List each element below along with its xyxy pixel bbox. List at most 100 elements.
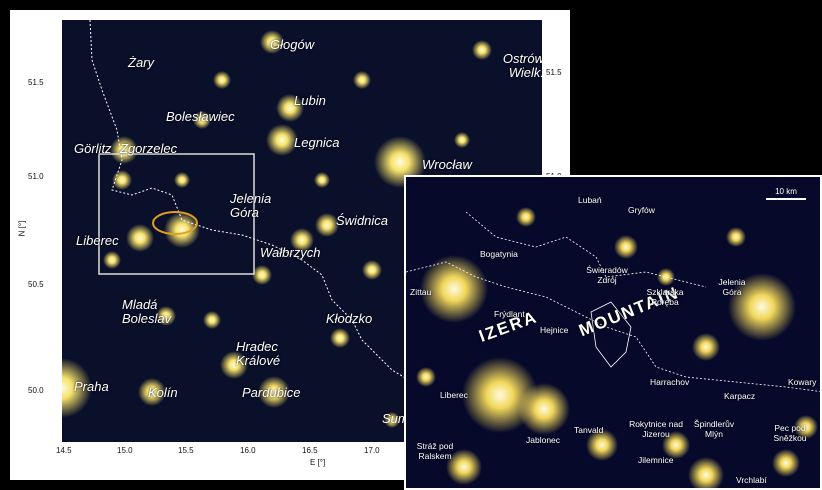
place-label: Harrachov bbox=[650, 377, 690, 387]
light-glow bbox=[472, 40, 492, 60]
izera-ellipse bbox=[152, 211, 198, 235]
city-label: Wałbrzych bbox=[260, 245, 321, 260]
place-label: Lubań bbox=[578, 195, 602, 205]
city-label: Sum bbox=[382, 411, 409, 426]
scale-bar: 10 km bbox=[766, 187, 806, 200]
x-tick: 16.0 bbox=[240, 446, 256, 455]
y-tick: 51.0 bbox=[28, 172, 44, 181]
place-label: Kowary bbox=[788, 377, 817, 387]
place-label: Hejnice bbox=[540, 325, 569, 335]
light-glow bbox=[252, 265, 272, 285]
light-glow bbox=[276, 94, 304, 122]
light-glow bbox=[156, 306, 176, 326]
city-label: Legnica bbox=[294, 135, 340, 150]
city-label: Kłodzko bbox=[326, 311, 373, 326]
place-label: Szklarska Poręba bbox=[646, 287, 684, 307]
inset-map: 10 km IZERA MOUNTAIN Lubań Gryfów Bogaty… bbox=[404, 175, 822, 490]
light-glow bbox=[516, 207, 536, 227]
place-label: Vrchlabí bbox=[736, 475, 767, 485]
city-label: Zgorzelec bbox=[120, 141, 178, 156]
x-tick: 17.0 bbox=[364, 446, 380, 455]
light-glow bbox=[446, 449, 482, 485]
light-glow bbox=[290, 228, 314, 252]
city-label: Bolesławiec bbox=[166, 109, 235, 124]
light-glow bbox=[353, 71, 371, 89]
place-label: Tanvald bbox=[574, 425, 604, 435]
city-label: Görlitz bbox=[74, 141, 112, 156]
city-label: Jelenia Góra bbox=[230, 191, 272, 220]
place-label: Zittau bbox=[410, 287, 432, 297]
light-glow bbox=[330, 328, 350, 348]
light-glow bbox=[203, 311, 221, 329]
light-glow bbox=[692, 333, 720, 361]
city-label: Hradec Králové bbox=[236, 339, 281, 368]
light-glow bbox=[420, 255, 488, 323]
light-glow bbox=[164, 212, 200, 248]
place-label: Gryfów bbox=[628, 205, 655, 215]
light-glow bbox=[220, 351, 248, 379]
city-label: Żary bbox=[128, 55, 154, 70]
y-tick: 50.0 bbox=[28, 386, 44, 395]
light-glow bbox=[614, 235, 638, 259]
light-glow bbox=[138, 378, 166, 406]
light-glow bbox=[213, 71, 231, 89]
city-label: Lubin bbox=[294, 93, 326, 108]
light-glow bbox=[586, 429, 618, 461]
city-label: Liberec bbox=[76, 233, 119, 248]
light-glow bbox=[794, 415, 818, 439]
x-tick: 15.0 bbox=[117, 446, 133, 455]
place-label: Pec pod Sněžkou bbox=[773, 423, 807, 443]
city-label: Praha bbox=[74, 379, 109, 394]
place-label: Stráž pod Ralskem bbox=[416, 441, 454, 461]
place-label: Świeradów Zdrój bbox=[586, 265, 628, 285]
inset-glow-layer bbox=[406, 207, 820, 488]
city-label: Świdnica bbox=[336, 213, 389, 228]
light-glow bbox=[174, 172, 190, 188]
place-label: Špindlerův Mlýn bbox=[693, 419, 735, 439]
light-glow bbox=[314, 172, 330, 188]
light-glow bbox=[416, 367, 436, 387]
place-label: Rokytnice nad Jizerou bbox=[629, 419, 683, 439]
inset-rectangle bbox=[98, 153, 255, 275]
y-tick: 51.5 bbox=[28, 78, 44, 87]
city-label: Mladá Boleslav bbox=[122, 297, 172, 326]
y-tick: 50.5 bbox=[28, 280, 44, 289]
light-glow bbox=[662, 431, 690, 459]
x-tick: 16.5 bbox=[302, 446, 318, 455]
light-glow bbox=[454, 132, 470, 148]
light-glow bbox=[518, 383, 570, 435]
light-glow bbox=[657, 268, 675, 286]
place-label: Liberec bbox=[440, 390, 468, 400]
light-glow bbox=[726, 227, 746, 247]
light-glow bbox=[110, 136, 138, 164]
place-label: Jilemnice bbox=[638, 455, 674, 465]
light-glow bbox=[193, 111, 211, 129]
place-label: Bogatynia bbox=[480, 249, 518, 259]
light-glow bbox=[62, 358, 92, 418]
city-label: Ostrów Wielk. bbox=[502, 51, 542, 80]
light-glow bbox=[260, 30, 284, 54]
light-glow bbox=[266, 124, 298, 156]
scale-label: 10 km bbox=[775, 187, 797, 196]
city-label: Wrocław bbox=[422, 157, 472, 172]
light-glow bbox=[258, 376, 290, 408]
light-glow bbox=[362, 260, 382, 280]
place-label: Karpacz bbox=[724, 391, 756, 401]
x-tick: 14.5 bbox=[56, 446, 72, 455]
x-tick: 15.5 bbox=[178, 446, 194, 455]
city-label: Pardubice bbox=[242, 385, 301, 400]
light-glow bbox=[772, 449, 800, 477]
light-glow bbox=[126, 224, 154, 252]
city-label: Głogów bbox=[270, 37, 315, 52]
y-axis-label: N [°] bbox=[17, 220, 27, 237]
light-glow bbox=[103, 251, 121, 269]
light-glow bbox=[728, 273, 796, 341]
place-label: Jelenia Góra bbox=[718, 277, 746, 297]
place-label: Frýdlant bbox=[494, 309, 525, 319]
place-label: Jablonec bbox=[526, 435, 561, 445]
light-glow bbox=[688, 457, 724, 488]
light-glow bbox=[384, 412, 400, 428]
light-glow bbox=[315, 213, 339, 237]
y-tick-right: 51.5 bbox=[546, 68, 562, 77]
